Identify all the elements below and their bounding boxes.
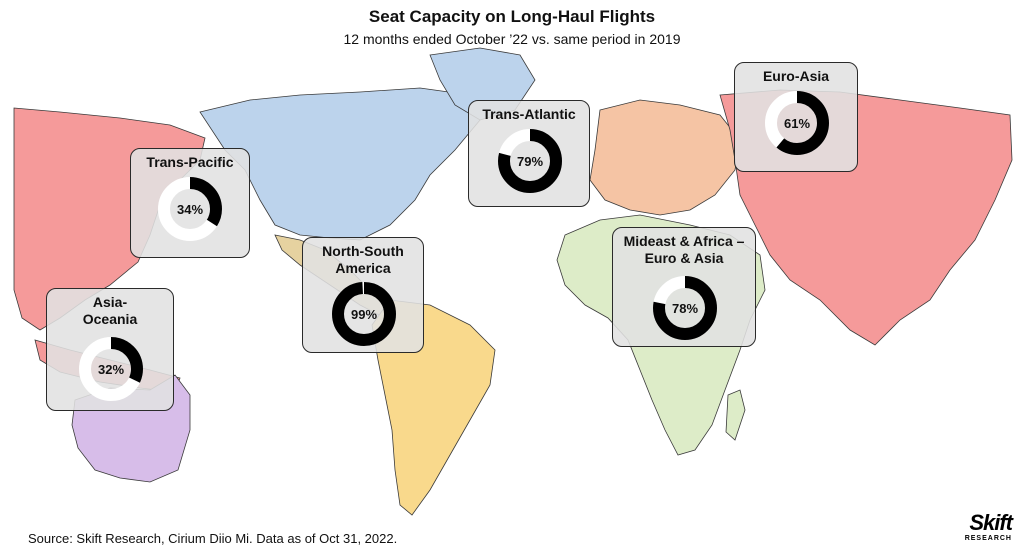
region-label: Euro-Asia bbox=[762, 68, 830, 84]
region-card-mideast-africa: Mideast & Africa – Euro & Asia 78% bbox=[612, 227, 756, 347]
region-label: North-South America bbox=[322, 243, 404, 276]
donut-value-arc bbox=[765, 91, 829, 155]
region-donut: 34% bbox=[158, 177, 222, 241]
skift-research-logo: Skift RESEARCH bbox=[964, 510, 1013, 543]
region-donut: 79% bbox=[498, 129, 562, 193]
region-donut: 61% bbox=[765, 91, 829, 155]
map-region-north-america bbox=[199, 87, 481, 241]
donut-value-arc bbox=[498, 129, 562, 193]
region-card-trans-pacific: Trans-Pacific 34% bbox=[130, 148, 250, 258]
donut-value-label: 99% bbox=[351, 307, 377, 322]
region-card-euro-asia: Euro-Asia 61% bbox=[734, 62, 858, 172]
region-card-north-south-america: North-South America 99% bbox=[302, 237, 424, 353]
logo-subtext: RESEARCH bbox=[964, 535, 1012, 542]
donut-value-arc bbox=[158, 177, 222, 241]
region-label: Trans-Atlantic bbox=[482, 106, 576, 122]
donut-value-arc bbox=[332, 282, 396, 346]
donut-value-label: 61% bbox=[784, 116, 810, 131]
chart-title: Seat Capacity on Long-Haul Flights bbox=[368, 7, 656, 26]
source-note: Source: Skift Research, Cirium Diio Mi. … bbox=[28, 531, 398, 546]
donut-value-arc bbox=[653, 276, 717, 340]
map-region-madagascar bbox=[725, 389, 746, 441]
map-region-europe bbox=[589, 99, 741, 216]
donut-value-label: 79% bbox=[517, 154, 543, 169]
map-region-south-america bbox=[371, 299, 496, 516]
region-label: Asia-Oceania bbox=[82, 294, 138, 327]
region-card-asia-oceania: Asia-Oceania 32% bbox=[46, 288, 174, 411]
donut-value-label: 32% bbox=[98, 362, 124, 377]
donut-value-arc bbox=[79, 337, 143, 401]
region-card-trans-atlantic: Trans-Atlantic 79% bbox=[468, 100, 590, 207]
donut-value-label: 34% bbox=[177, 202, 203, 217]
region-donut: 32% bbox=[79, 337, 143, 401]
logo-wordmark: Skift bbox=[969, 510, 1013, 535]
donut-value-label: 78% bbox=[672, 301, 698, 316]
chart-subtitle: 12 months ended October ’22 vs. same per… bbox=[343, 31, 681, 47]
region-donut: 99% bbox=[332, 282, 396, 346]
region-label: Trans-Pacific bbox=[146, 154, 234, 170]
region-label: Mideast & Africa – Euro & Asia bbox=[623, 233, 745, 266]
region-donut: 78% bbox=[653, 276, 717, 340]
